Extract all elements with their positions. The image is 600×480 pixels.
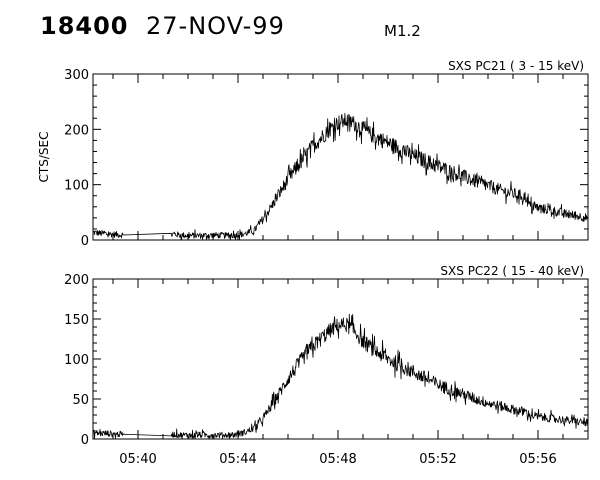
y-tick-label: 100 xyxy=(64,353,89,368)
x-tick-label: 05:56 xyxy=(519,452,556,467)
y-tick-label: 0 xyxy=(81,234,89,249)
x-tick-label: 05:44 xyxy=(219,452,256,467)
plot-frame-2 xyxy=(92,278,589,440)
plot-frame-1 xyxy=(92,73,589,241)
x-tick-label: 05:52 xyxy=(419,452,456,467)
y-tick-label: 200 xyxy=(64,273,89,288)
y-tick-label: 50 xyxy=(72,393,89,408)
panel-title-1: SXS PC21 ( 3 - 15 keV) xyxy=(448,59,584,73)
flare-class: M1.2 xyxy=(384,22,421,40)
event-id: 18400 xyxy=(40,12,129,40)
y-axis-label: CTS/SEC xyxy=(37,132,51,183)
y-tick-label: 200 xyxy=(64,123,89,138)
y-tick-label: 150 xyxy=(64,313,89,328)
x-tick-label: 05:40 xyxy=(119,452,156,467)
series-line-1-1 xyxy=(92,112,589,241)
panel-title-2: SXS PC22 ( 15 - 40 keV) xyxy=(440,264,584,278)
x-tick-label: 05:48 xyxy=(319,452,356,467)
series-line-2-1 xyxy=(92,313,589,440)
y-tick-label: 300 xyxy=(64,68,89,83)
event-date: 27-NOV-99 xyxy=(146,12,285,40)
y-tick-label: 100 xyxy=(64,179,89,194)
y-tick-label: 0 xyxy=(81,433,89,448)
